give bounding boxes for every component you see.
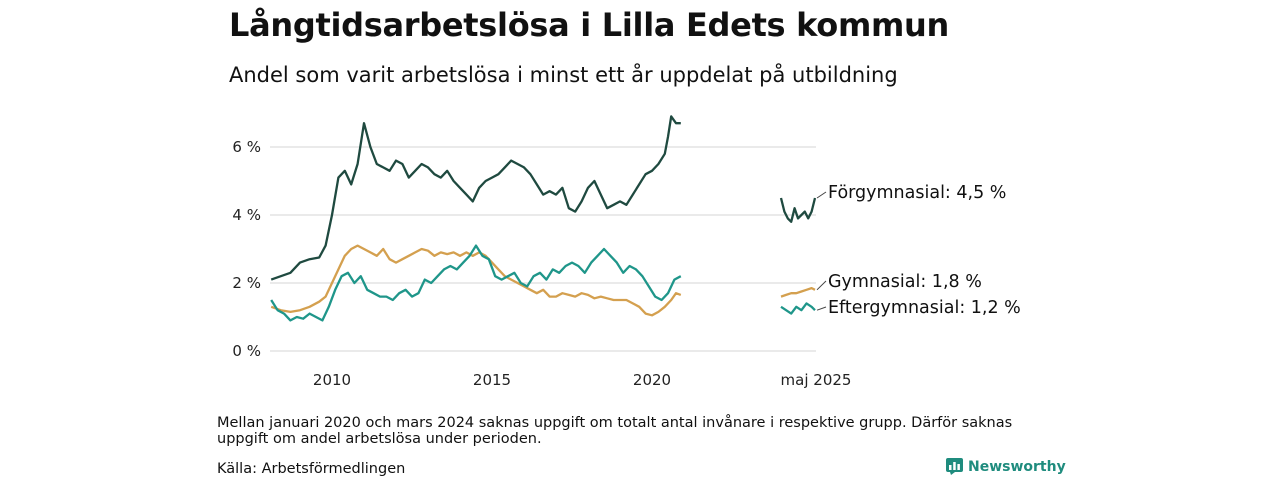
source-text: Källa: Arbetsförmedlingen (217, 461, 406, 477)
series-line-eftergymnasial-recent (780, 302, 816, 315)
y-tick-label: 0 % (232, 342, 261, 360)
series-end-labels: Förgymnasial: 4,5 % Gymnasial: 1,8 % Efter… (816, 183, 1021, 318)
bar-chart-icon (946, 458, 963, 475)
label-leader-line (816, 191, 827, 199)
footnote: Mellan januari 2020 och mars 2024 saknas… (217, 415, 1013, 447)
series-end-label: Eftergymnasial: 1,2 % (828, 298, 1021, 318)
series-end-label: Gymnasial: 1,8 % (828, 272, 982, 292)
label-leader-line (816, 280, 827, 291)
x-tick-label: 2010 (313, 371, 351, 389)
x-tick-label: 2015 (473, 371, 511, 389)
series-line-förgymnasial-recent (779, 197, 817, 223)
brand-logo: Newsworthy (946, 458, 1066, 475)
series-line-gymnasial-history (270, 244, 682, 317)
brand-name: Newsworthy (968, 458, 1066, 475)
label-leader-line (816, 306, 827, 311)
y-tick-label: 4 % (232, 206, 261, 224)
x-tick-label-recent: maj 2025 (781, 371, 852, 389)
x-axis-ticks: 2010 2015 2020 maj 2025 (313, 371, 852, 389)
series-line-eftergymnasial-history (270, 244, 682, 322)
chart-title: Långtidsarbetslösa i Lilla Edets kommun (229, 6, 950, 44)
y-axis-ticks: 0 % 2 % 4 % 6 % (232, 138, 261, 360)
series-line-gymnasial-recent (780, 286, 816, 298)
series-end-label: Förgymnasial: 4,5 % (828, 183, 1006, 203)
series-line-förgymnasial-history (270, 115, 681, 281)
y-tick-label: 6 % (232, 138, 261, 156)
y-tick-label: 2 % (232, 274, 261, 292)
x-tick-label: 2020 (633, 371, 671, 389)
series-lines (270, 115, 817, 322)
chart-subtitle: Andel som varit arbetslösa i minst ett å… (229, 63, 898, 87)
